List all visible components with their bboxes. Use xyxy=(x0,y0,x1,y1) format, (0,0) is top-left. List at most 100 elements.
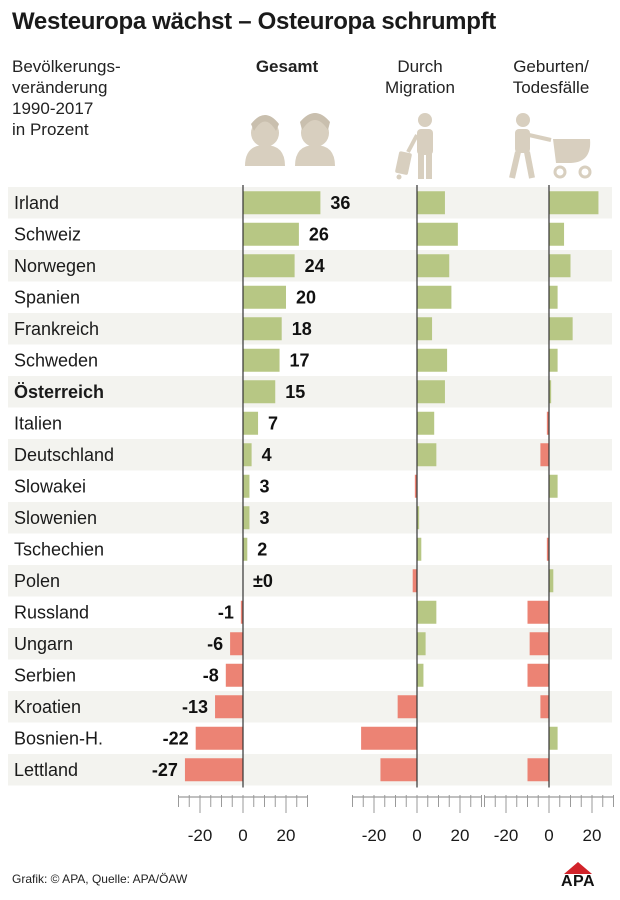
bar-migration-kroatien xyxy=(397,695,417,719)
x-tick-label: -20 xyxy=(188,826,213,845)
bar-migration-ungarn xyxy=(417,632,426,656)
apa-logo-text: APA xyxy=(560,873,596,890)
bar-migration-norwegen xyxy=(417,254,450,278)
bar-gesamt-schweden xyxy=(243,348,280,372)
bar-geburten-tschechien xyxy=(546,537,549,561)
bar-migration-osterreich xyxy=(417,380,445,404)
value-label-deutschland: 4 xyxy=(262,445,272,465)
row-stripe xyxy=(8,565,612,597)
value-label-slowenien: 3 xyxy=(259,508,269,528)
row-stripe xyxy=(8,313,612,345)
x-tick-label: 20 xyxy=(583,826,602,845)
value-label-russland: -1 xyxy=(218,602,234,622)
country-label-spanien: Spanien xyxy=(14,287,80,307)
country-label-schweden: Schweden xyxy=(14,350,98,370)
bar-gesamt-russland xyxy=(240,600,243,624)
bar-migration-polen xyxy=(412,569,417,593)
bar-geburten-lettland xyxy=(527,758,549,782)
bar-geburten-schweden xyxy=(549,348,558,372)
value-label-frankreich: 18 xyxy=(292,319,312,339)
bar-geburten-slowakei xyxy=(549,474,558,498)
row-stripes: Irland Schweiz Norwegen Spanien Frankreich Sc… xyxy=(8,187,612,786)
bar-migration-irland xyxy=(417,191,445,215)
value-label-kroatien: -13 xyxy=(182,697,208,717)
country-label-serbien: Serbien xyxy=(14,665,76,685)
column-header-geburten: Geburten/ Todesfälle xyxy=(512,57,590,97)
bar-migration-bosnien-h xyxy=(361,726,417,750)
panel-geburten: -20 0 20 xyxy=(484,185,614,845)
bar-geburten-osterreich xyxy=(549,380,552,404)
bar-migration-frankreich xyxy=(417,317,433,341)
country-label-italien: Italien xyxy=(14,413,62,433)
bar-gesamt-norwegen xyxy=(243,254,295,278)
value-label-slowakei: 3 xyxy=(259,476,269,496)
bar-gesamt-slowenien xyxy=(243,506,250,530)
migrant-with-suitcase-icon xyxy=(395,113,433,180)
value-label-lettland: -27 xyxy=(152,760,178,780)
bar-migration-spanien xyxy=(417,285,452,309)
bar-gesamt-italien xyxy=(243,411,259,435)
two-people-icon xyxy=(245,113,335,166)
value-label-spanien: 20 xyxy=(296,287,316,307)
bar-geburten-spanien xyxy=(549,285,558,309)
panel-migration: -20 0 20 xyxy=(352,185,482,845)
apa-logo-triangle xyxy=(564,862,592,874)
country-label-polen: Polen xyxy=(14,571,60,591)
bar-gesamt-osterreich xyxy=(243,380,276,404)
row-stripe xyxy=(8,628,612,660)
column-header-gesamt: Gesamt xyxy=(255,57,319,76)
value-label-serbien: -8 xyxy=(203,665,219,685)
bar-geburten-serbien xyxy=(527,663,549,687)
bar-gesamt-kroatien xyxy=(215,695,243,719)
value-label-tschechien: 2 xyxy=(257,539,267,559)
x-tick-label: 20 xyxy=(451,826,470,845)
country-label-tschechien: Tschechien xyxy=(14,539,104,559)
value-label-polen: ±0 xyxy=(253,571,273,591)
bar-geburten-schweiz xyxy=(549,222,565,246)
bar-migration-slowakei xyxy=(414,474,417,498)
x-tick-label: 0 xyxy=(412,826,421,845)
x-tick-label: 20 xyxy=(277,826,296,845)
value-label-bosnien-h: -22 xyxy=(163,728,189,748)
x-tick-label: -20 xyxy=(362,826,387,845)
bar-migration-lettland xyxy=(380,758,417,782)
bar-migration-russland xyxy=(417,600,437,624)
x-tick-label: 0 xyxy=(238,826,247,845)
bar-gesamt-schweiz xyxy=(243,222,299,246)
bar-gesamt-slowakei xyxy=(243,474,250,498)
bar-migration-schweden xyxy=(417,348,448,372)
bar-geburten-polen xyxy=(549,569,554,593)
x-tick-label: 0 xyxy=(544,826,553,845)
country-label-bosnien-h: Bosnien-H. xyxy=(14,728,103,748)
bar-geburten-frankreich xyxy=(549,317,573,341)
bar-gesamt-tschechien xyxy=(243,537,248,561)
value-label-norwegen: 24 xyxy=(305,256,325,276)
country-label-kroatien: Kroatien xyxy=(14,697,81,717)
bar-migration-serbien xyxy=(417,663,424,687)
bar-migration-schweiz xyxy=(417,222,458,246)
bar-geburten-bosnien-h xyxy=(549,726,558,750)
source-note: Grafik: © APA, Quelle: APA/ÖAW xyxy=(12,872,188,886)
column-header-migration: Durch Migration xyxy=(385,57,455,97)
value-label-ungarn: -6 xyxy=(207,634,223,654)
bar-geburten-italien xyxy=(546,411,549,435)
row-stripe xyxy=(8,691,612,723)
value-label-schweden: 17 xyxy=(290,350,310,370)
bar-gesamt-deutschland xyxy=(243,443,252,467)
country-label-schweiz: Schweiz xyxy=(14,224,81,244)
value-label-osterreich: 15 xyxy=(285,382,305,402)
bar-geburten-ungarn xyxy=(529,632,549,656)
bar-gesamt-spanien xyxy=(243,285,286,309)
bar-migration-slowenien xyxy=(417,506,420,530)
bar-geburten-irland xyxy=(549,191,599,215)
country-label-norwegen: Norwegen xyxy=(14,256,96,276)
bar-migration-tschechien xyxy=(417,537,422,561)
value-label-italien: 7 xyxy=(268,413,278,433)
country-label-slowakei: Slowakei xyxy=(14,476,86,496)
bar-gesamt-irland xyxy=(243,191,321,215)
apa-logo: APA xyxy=(548,862,608,890)
x-tick-label: -20 xyxy=(494,826,519,845)
country-label-lettland: Lettland xyxy=(14,760,78,780)
